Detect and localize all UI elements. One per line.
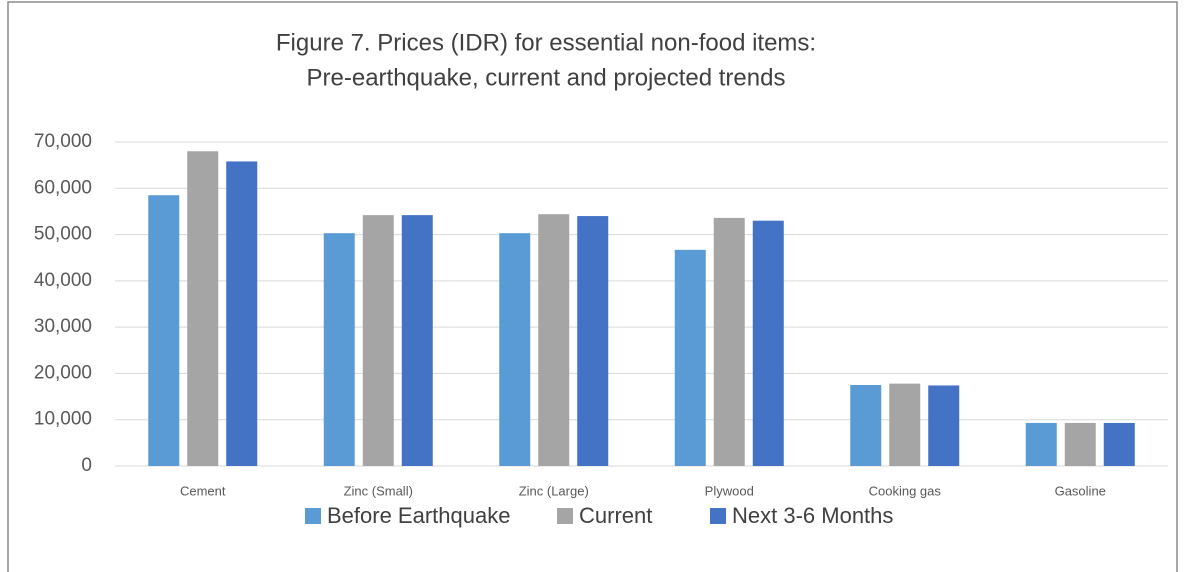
bar — [401, 215, 433, 466]
y-tick-label: 70,000 — [34, 131, 92, 152]
bar — [674, 249, 706, 466]
legend-label: Next 3-6 Months — [732, 503, 893, 528]
legend-swatch — [305, 508, 321, 524]
bar — [323, 233, 355, 466]
chart-title: Figure 7. Prices (IDR) for essential non… — [276, 29, 816, 56]
bar — [187, 151, 219, 466]
bar — [889, 383, 921, 466]
x-tick-label: Gasoline — [1055, 483, 1106, 498]
legend-label: Before Earthquake — [327, 503, 510, 528]
y-tick-label: 20,000 — [34, 362, 92, 383]
bar — [226, 161, 258, 466]
legend-swatch — [557, 508, 573, 524]
x-tick-label: Plywood — [705, 483, 754, 498]
chart-subtitle: Pre-earthquake, current and projected tr… — [307, 64, 786, 91]
y-tick-label: 30,000 — [34, 316, 92, 337]
y-tick-label: 40,000 — [34, 270, 92, 291]
legend-swatch — [710, 508, 726, 524]
y-tick-label: 0 — [81, 455, 92, 476]
legend-label: Current — [579, 503, 652, 528]
x-tick-label: Cooking gas — [869, 483, 942, 498]
bar — [1103, 422, 1135, 466]
bar — [752, 220, 784, 466]
bar — [538, 214, 570, 466]
bar — [928, 385, 960, 466]
y-tick-label: 10,000 — [34, 409, 92, 430]
x-tick-label: Zinc (Small) — [344, 483, 413, 498]
bar — [1025, 422, 1057, 466]
bar — [850, 385, 882, 466]
bar — [148, 195, 180, 466]
y-tick-label: 50,000 — [34, 224, 92, 245]
bar — [499, 233, 531, 466]
x-tick-label: Zinc (Large) — [519, 483, 589, 498]
x-tick-label: Cement — [180, 483, 226, 498]
chart-border — [7, 1, 1178, 572]
bar — [713, 217, 745, 466]
y-tick-label: 60,000 — [34, 177, 92, 198]
bar — [1064, 422, 1096, 466]
bar — [362, 215, 394, 466]
bar — [577, 216, 609, 466]
